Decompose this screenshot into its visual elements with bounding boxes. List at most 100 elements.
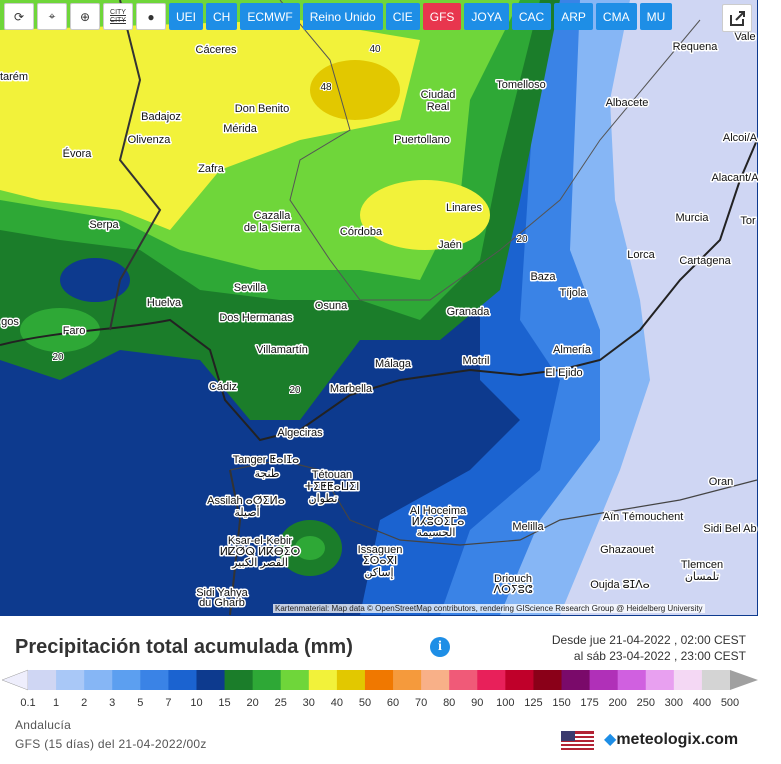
model-button[interactable]: CAC xyxy=(511,3,552,30)
scale-label: 50 xyxy=(359,697,371,709)
place-label: du Gharb xyxy=(199,597,245,609)
place-label: Albacete xyxy=(606,97,649,109)
model-buttons: UEI CH ECMWF Reino Unido CIE GFS JOYA CAC ARP CMA… xyxy=(169,3,673,30)
place-label: Tíjola xyxy=(560,287,588,299)
place-label: Villamartín xyxy=(256,344,308,356)
scale-label: 15 xyxy=(218,697,230,709)
reload-button[interactable]: ⟳ xyxy=(4,3,34,30)
model-button[interactable]: JOYA xyxy=(464,3,509,30)
region: Andalucía xyxy=(15,718,72,732)
model-button[interactable]: MU xyxy=(639,3,673,30)
scale-label: 150 xyxy=(552,697,570,709)
border xyxy=(109,0,242,616)
scale-swatch xyxy=(533,670,563,690)
place-label: Oran xyxy=(709,476,733,488)
place-label: Alacant/A xyxy=(711,172,758,184)
place-label: Driouch xyxy=(494,573,532,585)
scale-label: 25 xyxy=(275,697,287,709)
place-label: de la Sierra xyxy=(244,222,301,234)
place-label: تلمسان xyxy=(685,571,719,583)
model-button[interactable]: ECMWF xyxy=(240,3,300,30)
scale-swatch xyxy=(449,670,478,690)
place-label: ⵍⵃⵓⵙⵉⵎⴰ xyxy=(412,516,465,528)
contour-label: 48 xyxy=(320,82,332,93)
model-button[interactable]: Reino Unido xyxy=(302,3,383,30)
scale-swatch xyxy=(56,670,85,690)
place-label: Serpa xyxy=(89,219,119,231)
place-label: Huelva xyxy=(147,297,182,309)
contour-label: 20 xyxy=(516,234,528,245)
scale-swatch xyxy=(224,670,254,690)
scale-label: 500 xyxy=(721,697,739,709)
band xyxy=(295,536,325,560)
contour-label: 40 xyxy=(369,44,381,55)
place-label: Assilah ⴰⵚⵉⵍⴰ xyxy=(207,495,285,507)
scale-swatch xyxy=(140,670,169,690)
place-label: Oujda ⵓⵊⴷⴰ xyxy=(590,579,650,591)
scale-swatch xyxy=(196,670,226,690)
place-label: Faro xyxy=(63,325,86,337)
place-label: Cádiz xyxy=(209,381,237,393)
scale-swatch xyxy=(308,670,338,690)
coastline xyxy=(0,139,758,442)
city-icon: CITY xyxy=(110,16,126,24)
place-label: Sevilla xyxy=(234,282,267,294)
place-label: Badajoz xyxy=(141,111,181,123)
scale-swatch xyxy=(673,670,703,690)
share-icon xyxy=(730,11,745,26)
place-label: Alcoi/A xyxy=(723,132,758,144)
share-button[interactable] xyxy=(722,4,752,32)
city-button[interactable]: CITY CITY xyxy=(103,3,133,30)
place-label: Linares xyxy=(446,202,483,214)
place-label: Tétouan xyxy=(312,469,352,481)
model-button[interactable]: GFS xyxy=(422,3,462,30)
model-button[interactable]: UEI xyxy=(169,3,204,30)
info-button[interactable]: i xyxy=(430,637,450,657)
model-button[interactable]: ARP xyxy=(554,3,593,30)
place-label: Al Hoceima xyxy=(410,505,467,517)
map[interactable]: Cáceres RequenaValetarémTomellosoCiudadRe… xyxy=(0,0,758,616)
scale-swatch xyxy=(477,670,506,690)
scale-label: 100 xyxy=(496,697,514,709)
scale-label: 7 xyxy=(165,697,171,709)
place-label: Évora xyxy=(63,147,93,160)
place-label: Melilla xyxy=(512,521,544,533)
model-button[interactable]: CIE xyxy=(385,3,420,30)
scale-label: 1 xyxy=(53,697,59,709)
place-label: ⴷⵔⵢⵓⵛ xyxy=(494,584,533,596)
scale-swatch xyxy=(421,670,450,690)
place-label: Sidi Bel Ab xyxy=(703,523,756,535)
place-label: طنجة xyxy=(254,468,279,480)
scale-swatch xyxy=(617,670,647,690)
band xyxy=(360,180,490,250)
place-label: Algeciras xyxy=(277,427,323,439)
brand[interactable]: ◆meteologix.com xyxy=(604,731,739,748)
scale-label: 0.1 xyxy=(20,697,35,709)
place-label: Zafra xyxy=(198,163,225,175)
place-label: Cáceres xyxy=(196,44,237,56)
scale-swatch xyxy=(28,670,57,690)
scale-label: 10 xyxy=(190,697,202,709)
scale-swatch xyxy=(561,670,591,690)
place-label: القصر الكبير xyxy=(231,557,288,569)
place-label: Málaga xyxy=(375,358,412,370)
place-label: Baza xyxy=(530,271,556,283)
place-label: Marbella xyxy=(330,383,373,395)
scale-swatch xyxy=(505,670,534,690)
place-label: Lorca xyxy=(627,249,655,261)
scale-swatch xyxy=(168,670,197,690)
model-button[interactable]: CMA xyxy=(595,3,637,30)
place-label: Tanger ⵟⴰⵏⵊⴰ xyxy=(233,454,300,466)
place-label: إساكن xyxy=(364,567,393,579)
model-button[interactable]: CH xyxy=(206,3,238,30)
zoom-button[interactable]: ⊕ xyxy=(70,3,100,30)
place-label: Mérida xyxy=(223,123,258,135)
coastline xyxy=(229,459,758,546)
place-label: الحسيمة xyxy=(417,527,456,539)
location-button[interactable]: ⌖ xyxy=(37,3,67,30)
scale-swatch xyxy=(645,670,675,690)
marker-button[interactable]: ● xyxy=(136,3,166,30)
